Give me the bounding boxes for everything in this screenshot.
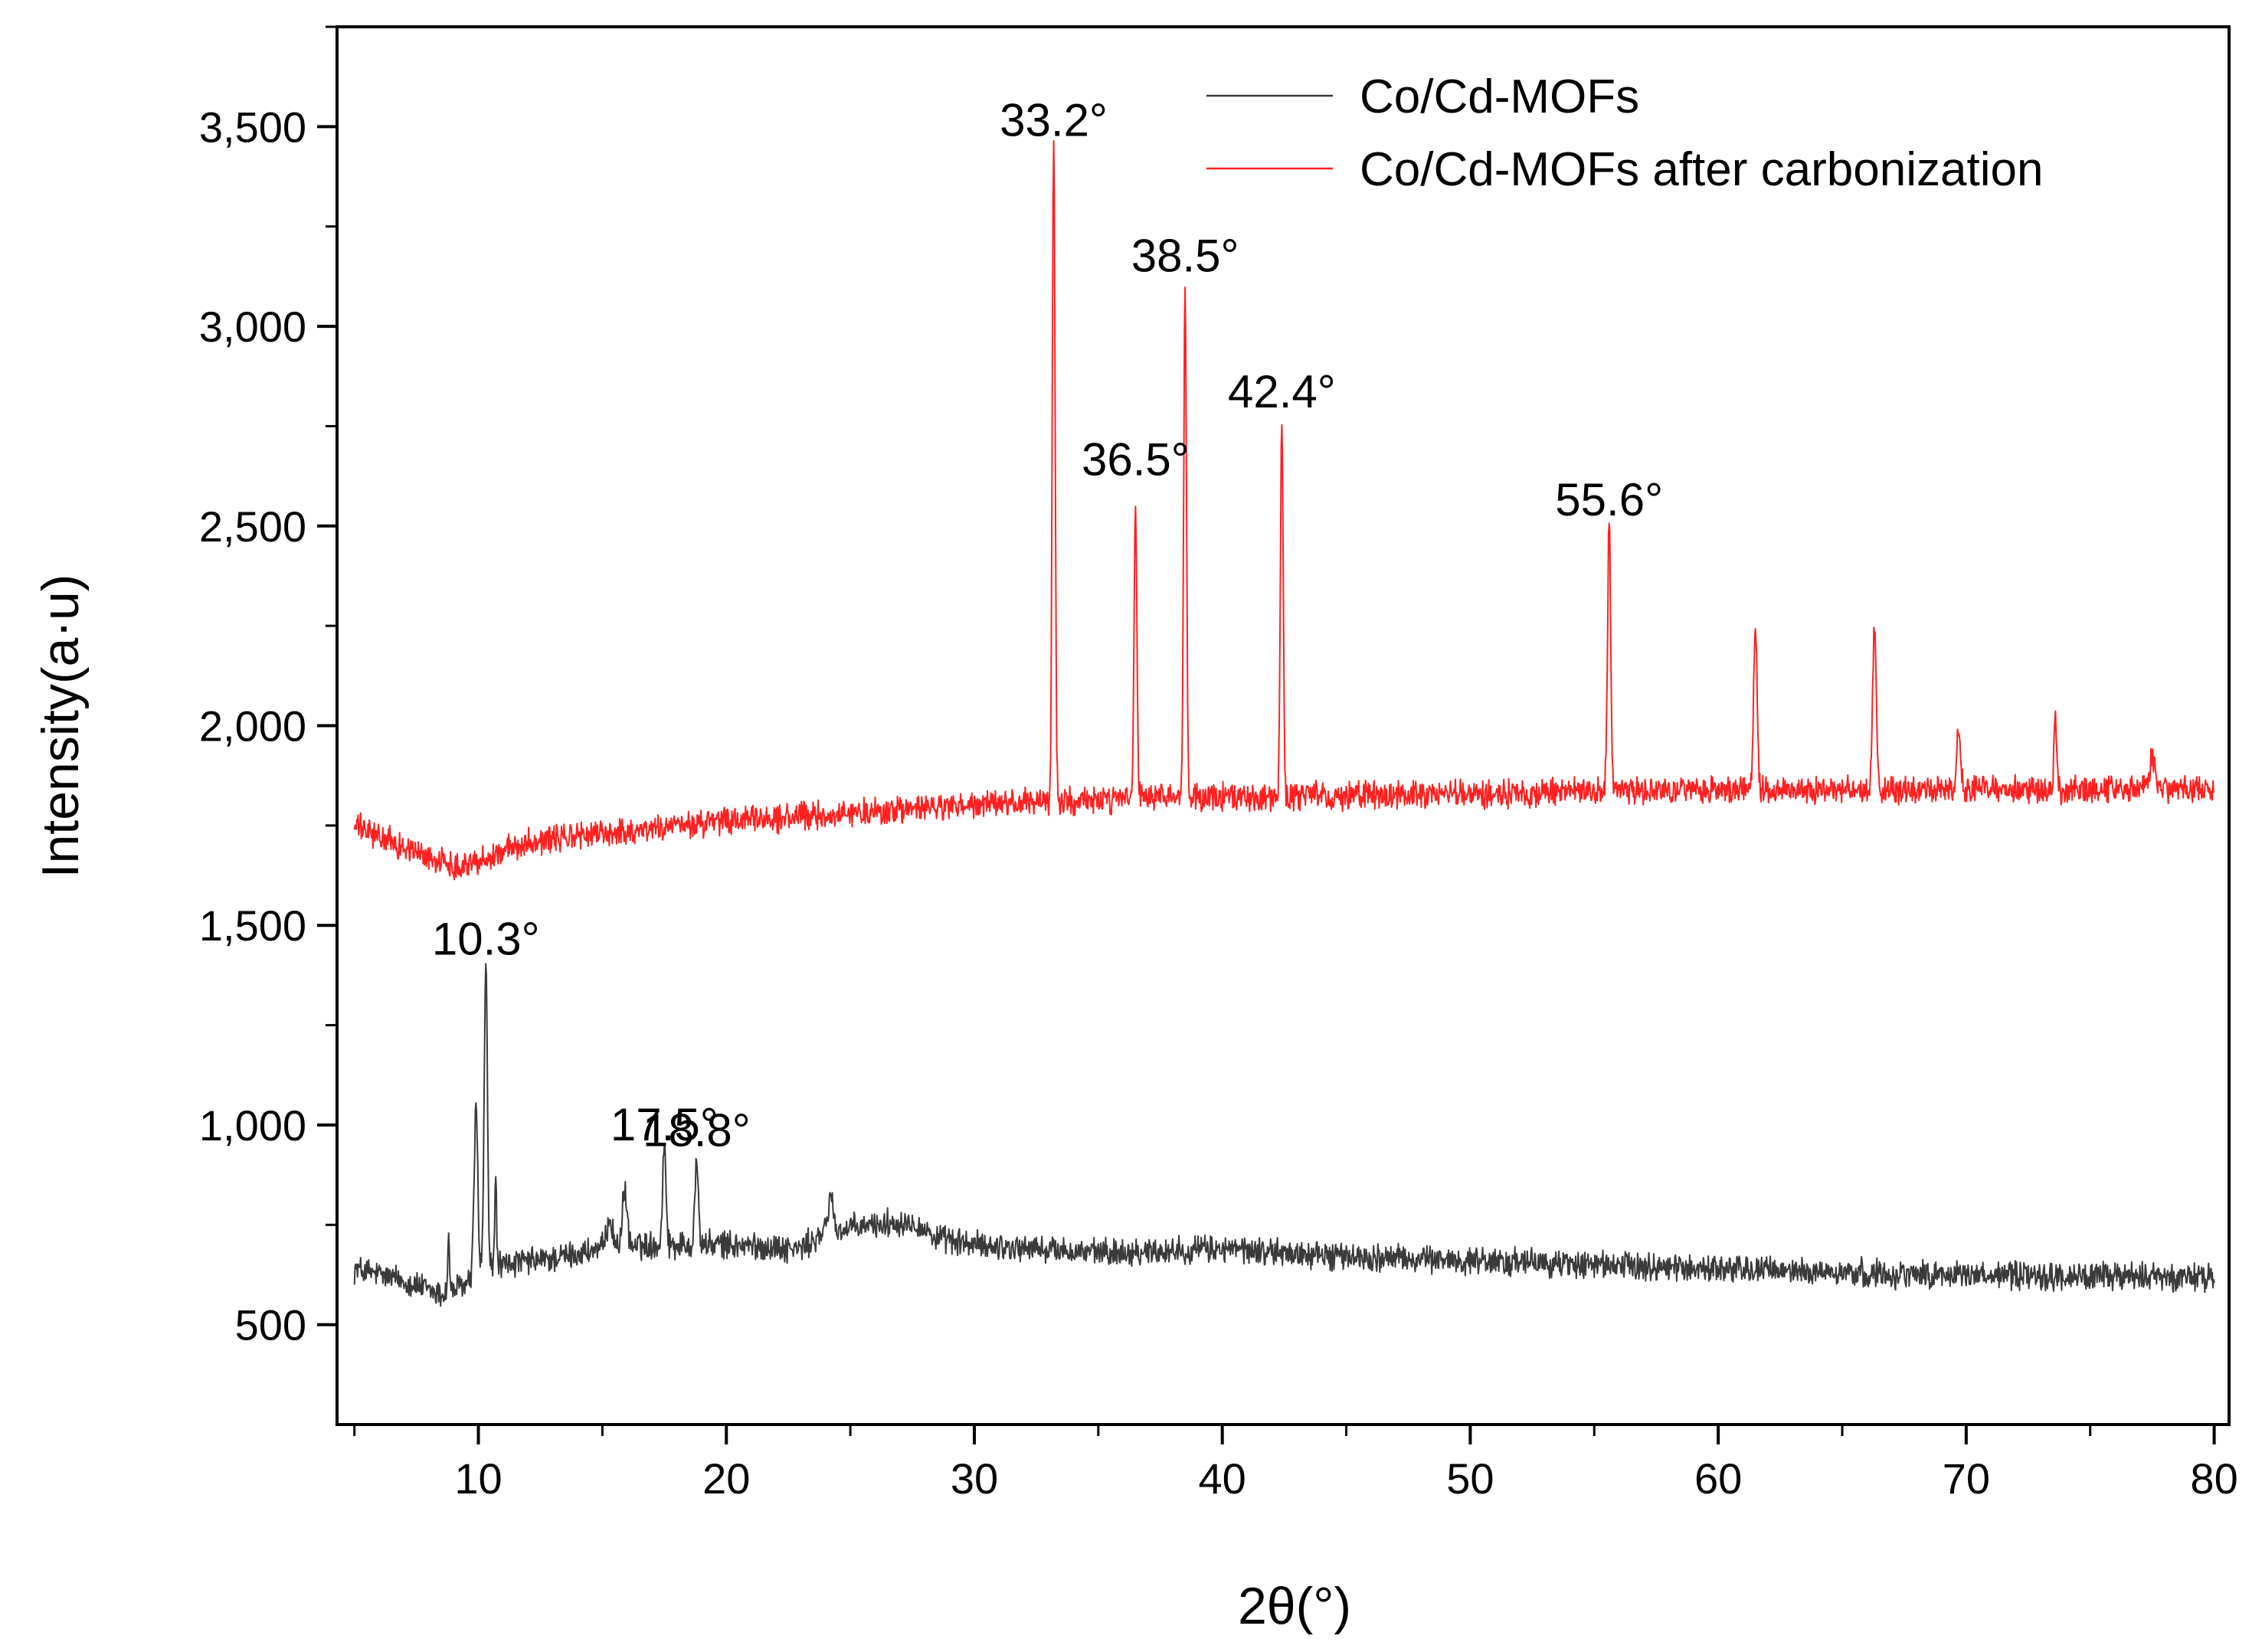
x-tick-label: 80 — [2190, 1454, 2237, 1503]
y-tick-label: 1,500 — [199, 901, 306, 950]
y-tick-label: 3,500 — [199, 103, 306, 151]
x-tick-label: 40 — [1199, 1454, 1246, 1503]
peak-annotation: 17.5° — [611, 1099, 719, 1150]
series-line-mofs — [353, 963, 2215, 1307]
x-tick-label: 20 — [702, 1454, 750, 1503]
x-tick-label: 50 — [1446, 1454, 1494, 1503]
peak-annotation: 18.8° — [643, 1105, 751, 1156]
y-tick-label: 3,000 — [199, 303, 306, 351]
peak-annotation: 38.5° — [1131, 231, 1239, 282]
y-tick-label: 2,000 — [199, 702, 306, 751]
peak-annotation: 33.2° — [1000, 94, 1108, 146]
peak-annotation: 36.5° — [1082, 434, 1190, 486]
legend: Co/Cd-MOFs Co/Cd-MOFs after carbonization — [1206, 70, 2043, 196]
x-axis-title: 2θ(°) — [1238, 1577, 1351, 1635]
y-axis-title: Intensity(a·u) — [31, 574, 90, 878]
plot-frame — [336, 25, 2231, 1426]
y-tick-label: 2,500 — [199, 502, 306, 551]
axes-layer: 10 20 30 40 50 60 70 80 500 1,000 1,500 2,000 2,500 3… — [199, 25, 2238, 1503]
x-tick-label: 10 — [454, 1454, 502, 1503]
x-tick-label: 60 — [1694, 1454, 1742, 1503]
peak-annotation: 55.6° — [1555, 474, 1663, 525]
series-line-carbonized — [353, 139, 2215, 881]
series-layer — [353, 139, 2215, 1307]
peak-annotation: 42.4° — [1228, 366, 1336, 417]
x-tick-label: 30 — [951, 1454, 998, 1503]
y-tick-label: 500 — [235, 1301, 306, 1349]
x-tick-label: 70 — [1943, 1454, 1990, 1503]
annotation-layer: 33.2° 36.5° 38.5° 42.4° 55.6° 10.3° 17.5°18.8° — [432, 94, 1663, 1156]
y-tick-label: 1,000 — [199, 1101, 306, 1150]
legend-label: Co/Cd-MOFs — [1360, 70, 1639, 123]
peak-annotation: 10.3° — [432, 913, 540, 964]
legend-label: Co/Cd-MOFs after carbonization — [1360, 143, 2043, 196]
